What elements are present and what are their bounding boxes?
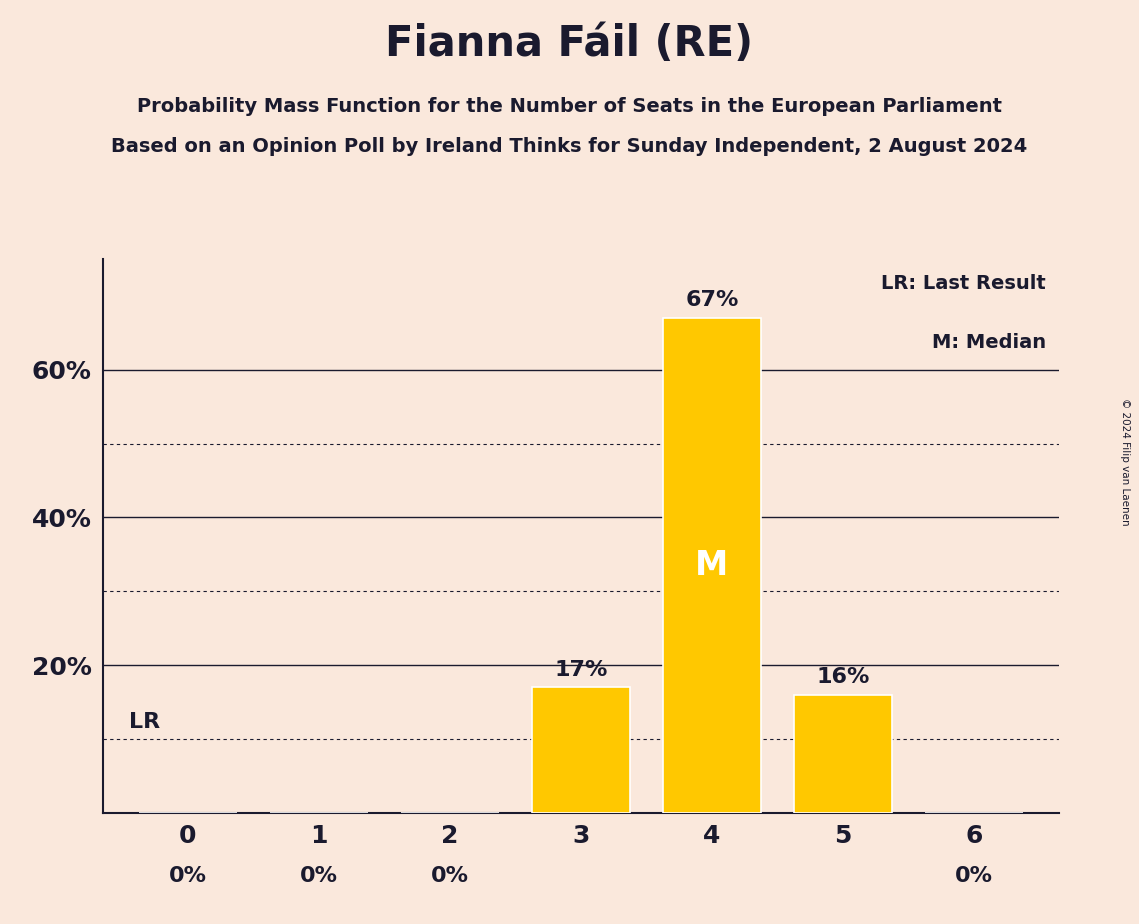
Text: Based on an Opinion Poll by Ireland Thinks for Sunday Independent, 2 August 2024: Based on an Opinion Poll by Ireland Thin…	[112, 137, 1027, 156]
Text: © 2024 Filip van Laenen: © 2024 Filip van Laenen	[1120, 398, 1130, 526]
Text: M: M	[695, 549, 729, 582]
Text: Fianna Fáil (RE): Fianna Fáil (RE)	[385, 23, 754, 65]
Text: 0%: 0%	[956, 866, 993, 886]
Text: 67%: 67%	[686, 290, 738, 310]
Text: 0%: 0%	[300, 866, 338, 886]
Text: LR: LR	[129, 711, 159, 732]
Text: M: Median: M: Median	[932, 333, 1046, 352]
Bar	[663, 318, 761, 813]
Text: 16%: 16%	[817, 667, 870, 687]
Text: 0%: 0%	[169, 866, 206, 886]
Bar	[794, 695, 892, 813]
Text: Probability Mass Function for the Number of Seats in the European Parliament: Probability Mass Function for the Number…	[137, 97, 1002, 116]
Text: 0%: 0%	[431, 866, 469, 886]
Text: 17%: 17%	[555, 660, 607, 680]
Bar	[532, 687, 630, 813]
Text: LR: Last Result: LR: Last Result	[882, 274, 1046, 293]
